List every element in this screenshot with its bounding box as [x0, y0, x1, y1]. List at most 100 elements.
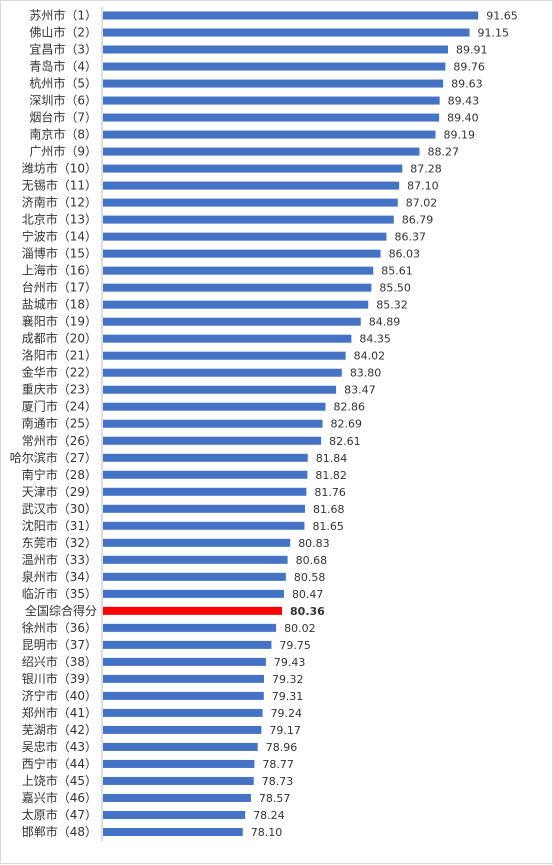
- category-label: 厦门市（24）: [22, 399, 97, 414]
- value-label: 89.19: [443, 129, 475, 142]
- bar: [103, 708, 263, 717]
- category-label: 南京市（8）: [29, 127, 97, 142]
- category-label: 济宁市（40）: [22, 688, 97, 703]
- category-label: 洛阳市（21）: [22, 348, 97, 363]
- bar-national-average: [103, 606, 283, 615]
- value-label: 82.69: [331, 418, 363, 431]
- value-label: 79.43: [274, 656, 306, 669]
- bar: [103, 742, 258, 751]
- category-label: 杭州市（5）: [29, 76, 97, 91]
- value-label: 79.24: [271, 707, 303, 720]
- value-label: 89.63: [451, 78, 483, 91]
- value-label: 80.47: [292, 588, 324, 601]
- category-label: 临沂市（35）: [22, 586, 97, 601]
- category-label: 哈尔滨市（27）: [10, 450, 97, 465]
- bar: [103, 130, 436, 139]
- bar: [103, 555, 288, 564]
- value-label: 89.43: [448, 95, 480, 108]
- category-label: 襄阳市（19）: [22, 314, 97, 329]
- value-label: 89.91: [456, 44, 488, 57]
- value-label: 85.61: [381, 265, 413, 278]
- bar: [103, 793, 251, 802]
- category-label: 上海市（16）: [22, 263, 97, 278]
- value-label: 79.17: [269, 724, 301, 737]
- value-label: 78.10: [251, 826, 283, 839]
- category-label: 芜湖市（42）: [22, 722, 97, 737]
- value-label: 84.89: [369, 316, 401, 329]
- category-label: 沈阳市（31）: [22, 518, 97, 533]
- value-label: 82.61: [329, 435, 361, 448]
- category-label: 东莞市（32）: [22, 535, 97, 550]
- value-label: 82.86: [333, 401, 365, 414]
- bar: [103, 572, 286, 581]
- value-label: 79.32: [272, 673, 304, 686]
- category-labels: 苏州市（1） 佛山市（2） 宜昌市（3） 青岛市（4） 杭州市（5） 深圳市（6） 烟台市（…: [10, 8, 97, 839]
- value-label: 88.27: [427, 146, 459, 159]
- category-label: 南通市（25）: [22, 416, 97, 431]
- value-label: 84.35: [359, 333, 391, 346]
- value-label: 81.82: [315, 469, 347, 482]
- category-label: 银川市（39）: [22, 671, 97, 686]
- value-label: 80.36: [290, 605, 325, 618]
- bar: [103, 62, 446, 71]
- category-label: 邯郸市（48）: [22, 824, 97, 839]
- bar: [103, 198, 398, 207]
- category-label: 全国综合得分: [25, 603, 97, 618]
- category-label: 温州市（33）: [22, 552, 97, 567]
- value-label: 79.31: [272, 690, 304, 703]
- category-label: 绍兴市（38）: [22, 654, 97, 669]
- category-label: 台州市（17）: [22, 280, 97, 295]
- value-label: 78.73: [262, 775, 294, 788]
- category-label: 徐州市（36）: [22, 620, 97, 635]
- category-label: 成都市（20）: [22, 331, 97, 346]
- value-label: 85.50: [379, 282, 411, 295]
- category-label: 广州市（9）: [29, 144, 97, 159]
- category-label: 上饶市（45）: [22, 773, 97, 788]
- bar: [103, 385, 337, 394]
- category-label: 常州市（26）: [22, 433, 97, 448]
- bar: [103, 453, 308, 462]
- bar: [103, 504, 305, 513]
- value-label: 86.37: [394, 231, 426, 244]
- category-label: 金华市（22）: [22, 365, 97, 380]
- value-label: 81.76: [314, 486, 346, 499]
- bar: [103, 300, 369, 309]
- category-label: 盐城市（18）: [22, 297, 97, 312]
- bar: [103, 11, 479, 20]
- value-label: 78.96: [266, 741, 298, 754]
- value-label: 87.28: [410, 163, 442, 176]
- value-label: 86.79: [402, 214, 434, 227]
- value-label: 81.65: [312, 520, 344, 533]
- category-label: 昆明市（37）: [22, 637, 97, 652]
- bar: [103, 283, 372, 292]
- category-label: 淄博市（15）: [22, 246, 97, 261]
- category-label: 无锡市（11）: [22, 178, 97, 193]
- category-label: 佛山市（2）: [29, 25, 97, 40]
- bar: [103, 249, 381, 258]
- value-label: 91.65: [486, 10, 518, 23]
- value-label: 89.40: [447, 112, 479, 125]
- category-label: 青岛市（4）: [29, 59, 97, 74]
- category-label: 嘉兴市（46）: [22, 790, 97, 805]
- bar: [103, 79, 444, 88]
- value-label: 78.57: [259, 792, 291, 805]
- bar: [103, 402, 326, 411]
- value-label: 83.80: [350, 367, 382, 380]
- category-label: 济南市（12）: [22, 195, 97, 210]
- bar: [103, 470, 308, 479]
- category-label: 北京市（13）: [22, 212, 97, 227]
- bar: [103, 317, 361, 326]
- category-label: 深圳市（6）: [29, 93, 97, 108]
- category-label: 宁波市（14）: [22, 229, 97, 244]
- bars: [103, 11, 479, 836]
- bar: [103, 419, 323, 428]
- value-label: 85.32: [376, 299, 408, 312]
- category-label: 重庆市（23）: [22, 382, 97, 397]
- value-label: 87.02: [406, 197, 438, 210]
- value-labels: 91.65 91.15 89.91 89.76 89.63 89.43 89.40 89.19…: [251, 10, 518, 839]
- value-label: 80.83: [298, 537, 330, 550]
- category-label: 武汉市（30）: [22, 501, 97, 516]
- bar: [103, 147, 420, 156]
